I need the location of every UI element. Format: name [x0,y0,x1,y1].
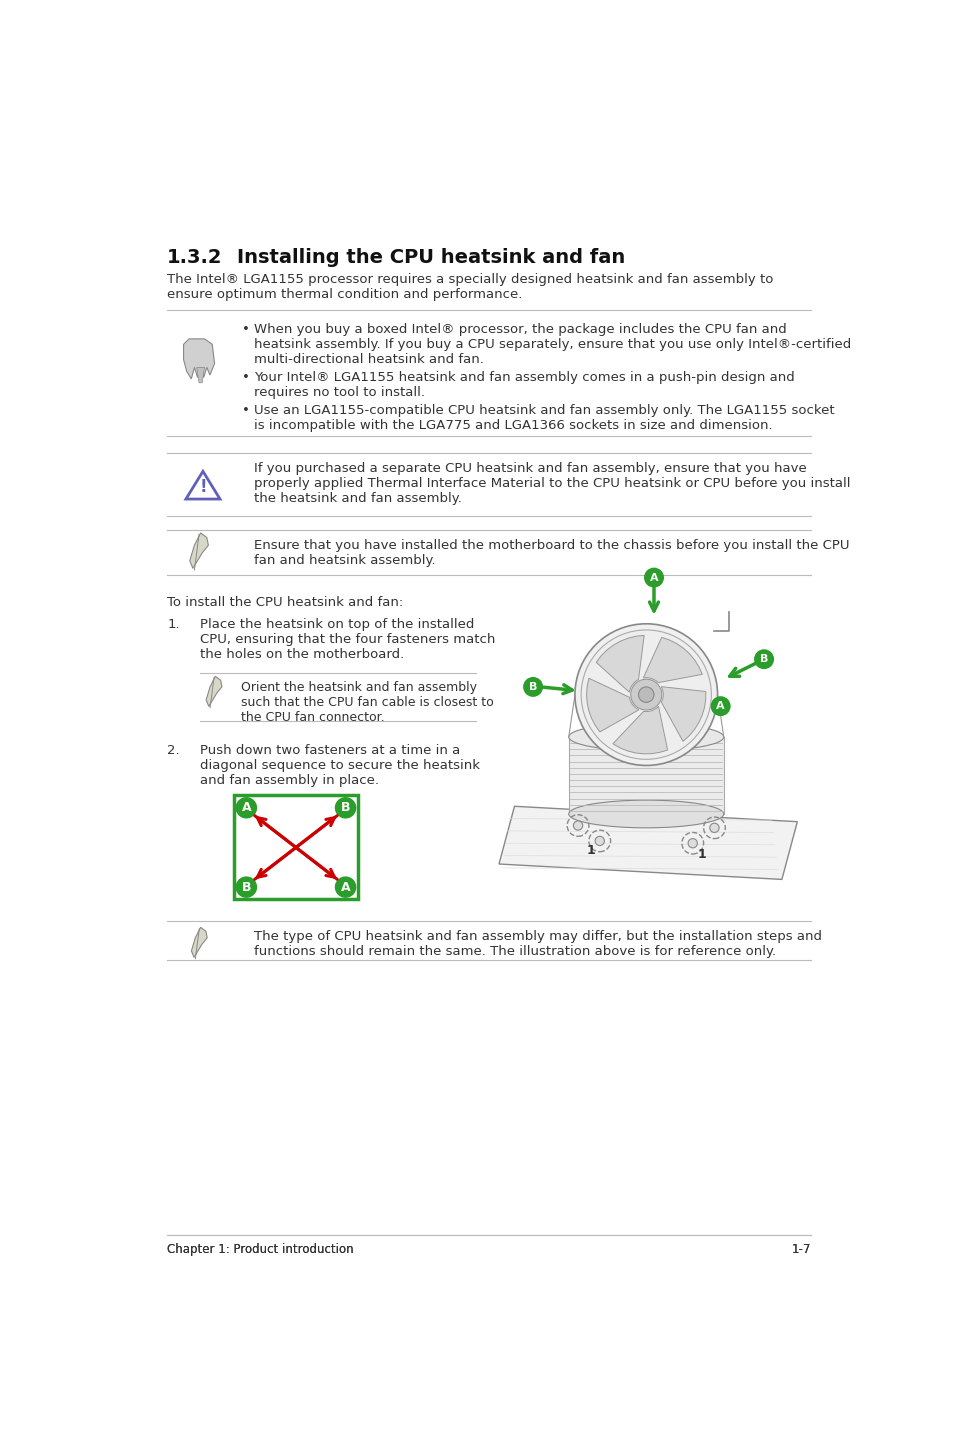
Polygon shape [642,637,701,683]
Text: Use an LGA1155-compatible CPU heatsink and fan assembly only. The LGA1155 socket: Use an LGA1155-compatible CPU heatsink a… [253,404,834,431]
Text: A: A [716,702,724,712]
Polygon shape [586,679,639,732]
Text: 1-7: 1-7 [790,1242,810,1255]
Bar [233,795,357,899]
Circle shape [595,837,604,846]
Text: To install the CPU heatsink and fan:: To install the CPU heatsink and fan: [167,597,403,610]
Circle shape [335,798,355,818]
Text: If you purchased a separate CPU heatsink and fan assembly, ensure that you have
: If you purchased a separate CPU heatsink… [253,462,850,505]
Polygon shape [498,807,797,880]
Text: Chapter 1: Product introduction: Chapter 1: Product introduction [167,1242,354,1255]
Circle shape [335,877,355,897]
Text: A: A [649,572,658,582]
Text: B: B [340,801,350,814]
Circle shape [709,823,719,833]
Text: Chapter 1: Product introduction: Chapter 1: Product introduction [167,1242,354,1255]
Text: 1.3.2: 1.3.2 [167,247,223,267]
Text: B: B [760,654,767,664]
Circle shape [573,821,582,830]
Polygon shape [568,736,723,814]
Polygon shape [596,636,643,692]
Text: 1: 1 [697,847,705,860]
Text: 1-7: 1-7 [790,1242,810,1255]
Text: The type of CPU heatsink and fan assembly may differ, but the installation steps: The type of CPU heatsink and fan assembl… [253,930,821,958]
Circle shape [630,679,661,710]
Polygon shape [196,367,204,383]
Polygon shape [206,676,222,706]
Circle shape [711,697,729,716]
Text: 2.: 2. [167,743,180,756]
Text: Place the heatsink on top of the installed
CPU, ensuring that the four fasteners: Place the heatsink on top of the install… [199,617,495,660]
Ellipse shape [568,800,723,828]
Polygon shape [186,472,220,499]
Text: The Intel® LGA1155 processor requires a specially designed heatsink and fan asse: The Intel® LGA1155 processor requires a … [167,273,773,301]
Text: When you buy a boxed Intel® processor, the package includes the CPU fan and
heat: When you buy a boxed Intel® processor, t… [253,324,850,367]
Text: A: A [241,801,251,814]
Circle shape [575,624,717,765]
Text: Ensure that you have installed the motherboard to the chassis before you install: Ensure that you have installed the mothe… [253,539,849,567]
Circle shape [754,650,773,669]
Text: •: • [241,404,250,417]
Circle shape [644,568,662,587]
Text: 1.: 1. [167,617,180,631]
Circle shape [580,630,711,759]
Text: !: ! [199,477,207,496]
Polygon shape [183,339,214,380]
Circle shape [687,838,697,848]
Text: 1: 1 [585,844,595,857]
Text: B: B [528,682,537,692]
Text: Push down two fasteners at a time in a
diagonal sequence to secure the heatsink
: Push down two fasteners at a time in a d… [199,743,479,787]
Ellipse shape [568,723,723,751]
Polygon shape [190,533,208,568]
Circle shape [236,877,256,897]
Circle shape [638,687,654,702]
Text: •: • [241,371,250,384]
Polygon shape [612,706,667,754]
Circle shape [523,677,542,696]
Text: A: A [340,880,350,893]
Circle shape [236,798,256,818]
Text: Your Intel® LGA1155 heatsink and fan assembly comes in a push-pin design and
req: Your Intel® LGA1155 heatsink and fan ass… [253,371,794,400]
Text: B: B [241,880,251,893]
Polygon shape [660,687,705,742]
Text: Installing the CPU heatsink and fan: Installing the CPU heatsink and fan [236,247,624,267]
Text: Orient the heatsink and fan assembly
such that the CPU fan cable is closest to
t: Orient the heatsink and fan assembly suc… [241,680,493,723]
Text: •: • [241,324,250,336]
Polygon shape [192,928,207,958]
